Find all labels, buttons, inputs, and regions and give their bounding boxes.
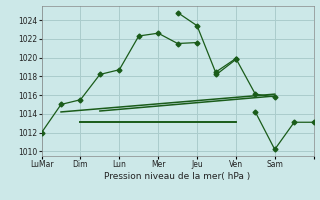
X-axis label: Pression niveau de la mer( hPa ): Pression niveau de la mer( hPa )	[104, 172, 251, 181]
